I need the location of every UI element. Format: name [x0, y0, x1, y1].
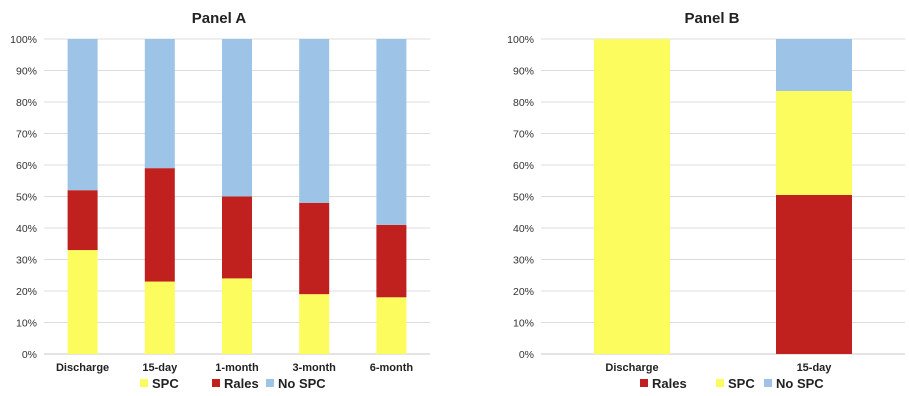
panel-0-bar-6-month-rales — [376, 224, 407, 298]
panel-0-x-category-label: 1-month — [215, 362, 259, 374]
panel-0-bar-1-month-rales — [222, 196, 252, 279]
panel-0-bar-6-month-spc — [376, 297, 407, 354]
panel-1-y-tick-label: 20% — [513, 286, 534, 298]
panel-1-bar-discharge-spc — [594, 39, 670, 354]
panel-1-y-tick-label: 80% — [513, 97, 534, 109]
panel-0-y-tick-label: 90% — [16, 66, 37, 78]
panel-1-x-category-label: 15-day — [797, 362, 833, 374]
panel-1-legend-swatch-spc — [716, 379, 724, 387]
panel-0-bar-1-month-spc — [222, 278, 252, 354]
panel-1-legend-label-no-spc: No SPC — [776, 376, 824, 391]
panel-0-x-category-label: Discharge — [56, 362, 109, 374]
panel-1-y-tick-label: 0% — [519, 349, 534, 361]
panel-1-y-tick-label: 40% — [513, 223, 534, 235]
panel-0-y-tick-label: 100% — [10, 34, 37, 46]
panel-0-y-tick-label: 20% — [16, 286, 37, 298]
panel-0-x-category-label: 3-month — [293, 362, 337, 374]
panel-0-bar-discharge-rales — [67, 190, 98, 251]
panel-0-legend-swatch-spc — [140, 379, 148, 387]
panel-0-bar-discharge-no-spc — [67, 39, 98, 191]
panel-0-legend-swatch-rales — [212, 379, 220, 387]
panel-1-y-tick-label: 50% — [513, 192, 534, 204]
panel-0-bar-15-day-spc — [144, 281, 175, 354]
panel-1-x-category-label: Discharge — [605, 362, 658, 374]
panel-0-bar-1-month-no-spc — [222, 39, 252, 197]
panel-1-y-tick-label: 90% — [513, 66, 534, 78]
panel-0-bar-15-day-rales — [144, 168, 175, 282]
panel-0-y-tick-label: 40% — [16, 223, 37, 235]
panel-1-legend-swatch-no-spc — [764, 379, 772, 387]
panel-0-title: Panel A — [192, 10, 247, 27]
panel-1-y-tick-label: 70% — [513, 129, 534, 141]
panel-0-y-tick-label: 0% — [22, 349, 37, 361]
panel-0-legend-label-rales: Rales — [224, 376, 259, 391]
panel-1-bar-15-day-no-spc — [776, 39, 852, 91]
panel-1-y-tick-label: 60% — [513, 160, 534, 172]
panel-a-chart: Panel A 0% 10% 20% 30% 40% 50% 60% 70% 80% 90% 100%… — [10, 10, 430, 391]
panel-1-y-tick-label: 10% — [513, 318, 534, 330]
panel-0-bar-3-month-spc — [299, 294, 330, 354]
panel-0-legend-label-spc: SPC — [152, 376, 179, 391]
panel-1-y-tick-label: 100% — [507, 34, 534, 46]
panel-0-y-tick-label: 80% — [16, 97, 37, 109]
panel-1-y-tick-label: 30% — [513, 255, 534, 267]
panel-b-chart: Panel B 0% 10% 20% 30% 40% 50% 60% 70% 80% 90% 100%… — [507, 10, 905, 391]
panel-0-bar-6-month-no-spc — [376, 39, 407, 225]
panel-0-x-category-label: 15-day — [142, 362, 178, 374]
panel-0-bar-discharge-spc — [67, 250, 98, 354]
panel-0-legend-label-no-spc: No SPC — [278, 376, 326, 391]
panel-0-bar-15-day-no-spc — [144, 39, 175, 169]
panel-0-bar-3-month-no-spc — [299, 39, 330, 203]
panel-0-y-tick-label: 70% — [16, 129, 37, 141]
panel-1-legend-label-rales: Rales — [652, 376, 687, 391]
panel-1-title: Panel B — [684, 10, 739, 27]
panel-0-x-category-label: 6-month — [370, 362, 414, 374]
panel-0-y-tick-label: 30% — [16, 255, 37, 267]
panel-1-bar-15-day-spc — [776, 90, 852, 195]
panel-1-bar-15-day-rales — [776, 194, 852, 354]
panel-0-y-tick-label: 10% — [16, 318, 37, 330]
panel-0-y-tick-label: 50% — [16, 192, 37, 204]
panel-0-y-tick-label: 60% — [16, 160, 37, 172]
panel-0-bar-3-month-rales — [299, 202, 330, 295]
panel-1-legend-swatch-rales — [640, 379, 648, 387]
panel-1-legend-label-spc: SPC — [728, 376, 755, 391]
panel-0-legend-swatch-no-spc — [266, 379, 274, 387]
